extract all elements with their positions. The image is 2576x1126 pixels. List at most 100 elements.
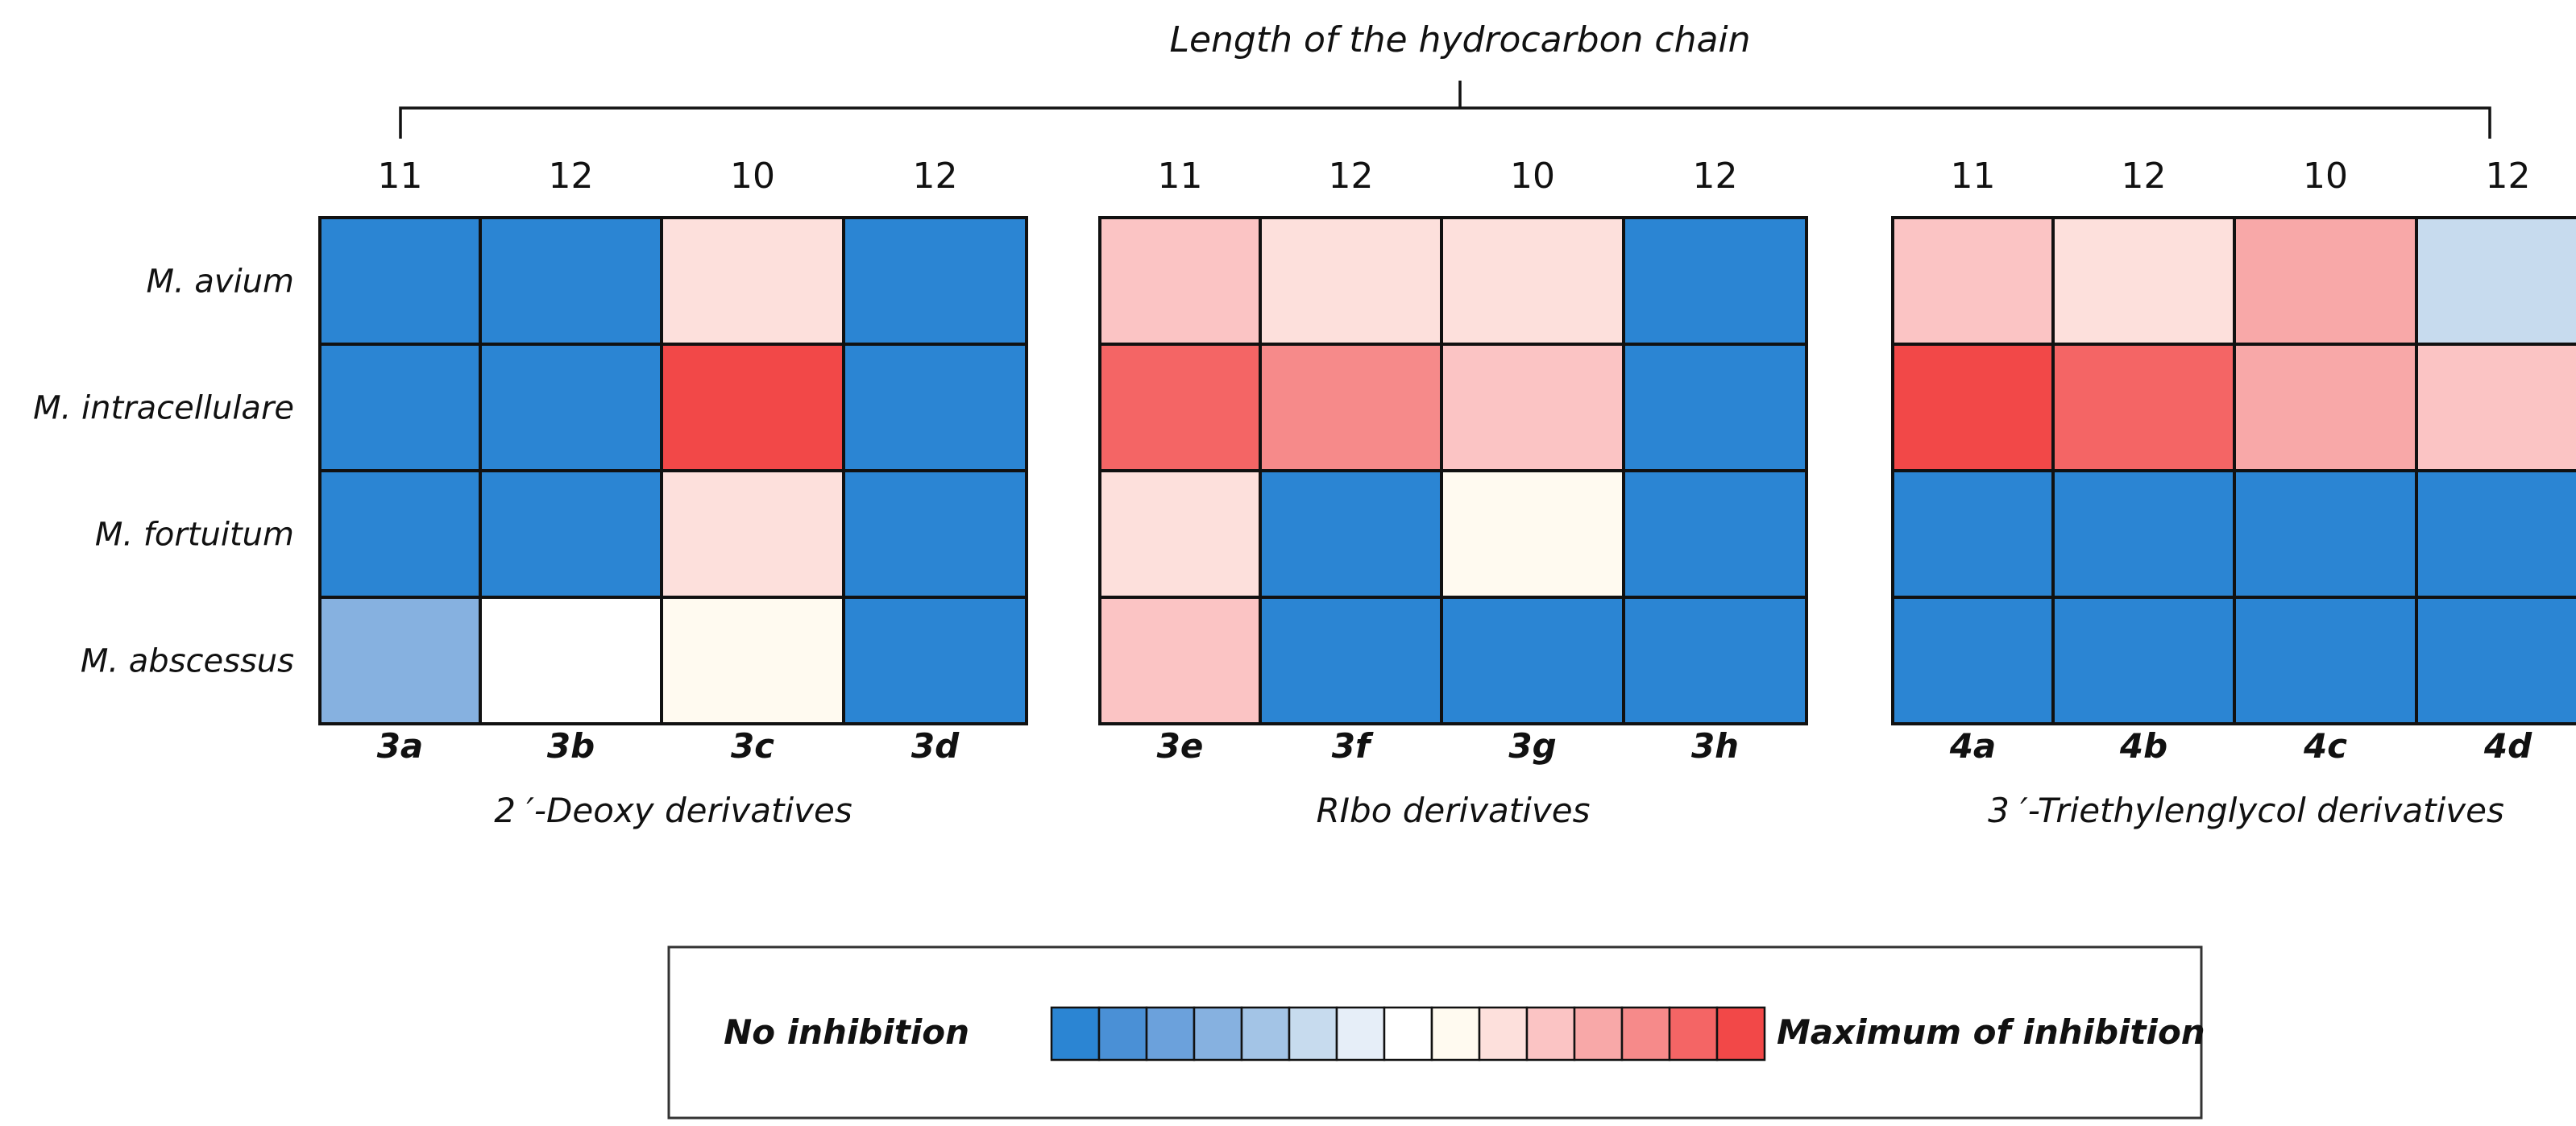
chain-length-tick: 12	[1329, 156, 1374, 197]
heatmap-cell	[1622, 343, 1808, 472]
compound-label: 4d	[2483, 726, 2532, 766]
panel-border	[1891, 216, 2576, 725]
compound-label: 4b	[2119, 726, 2167, 766]
heatmap-cell	[842, 596, 1028, 725]
heatmap-cell	[2233, 596, 2418, 725]
legend-swatch	[1478, 1006, 1529, 1062]
compound-label: 4c	[2303, 726, 2347, 766]
heatmap-cell	[842, 469, 1028, 599]
chain-length-tick: 11	[378, 156, 423, 197]
heatmap-cell	[2415, 596, 2576, 725]
compound-label: 3h	[1691, 726, 1739, 766]
panel-group: 11 12 10 12 3e 3f 3g 3h RIbo derivatives	[1098, 156, 1808, 830]
legend-swatch	[1668, 1006, 1719, 1062]
row-label: M. abscessus	[81, 643, 294, 680]
heatmap-cell	[660, 596, 845, 725]
heatmap-cell	[479, 596, 663, 725]
row-label: M. avium	[146, 264, 294, 301]
heatmap-cell	[1259, 596, 1443, 725]
legend-swatch	[1145, 1006, 1196, 1062]
heatmap-cell	[1622, 469, 1808, 599]
chain-length-tick: 12	[913, 156, 958, 197]
legend-swatch	[1050, 1006, 1101, 1062]
heatmap-cell	[2051, 216, 2236, 346]
row-label: M. fortuitum	[95, 517, 294, 554]
legend-swatch	[1430, 1006, 1481, 1062]
heatmap-cell	[1891, 216, 2055, 346]
heatmap-cell	[660, 343, 845, 472]
heatmap-cell	[1259, 216, 1443, 346]
heatmap-cell	[318, 343, 482, 472]
panel-border	[1098, 216, 1808, 725]
compound-label: 3f	[1332, 726, 1374, 766]
heatmap-cell	[1440, 343, 1625, 472]
compound-label: 3c	[731, 726, 774, 766]
heatmap-cell	[2233, 216, 2418, 346]
group-label: 2 ′-Deoxy derivatives	[494, 791, 852, 830]
heatmap-cell	[479, 216, 663, 346]
heatmap-cell	[2233, 469, 2418, 599]
compound-label: 3b	[547, 726, 595, 766]
heatmap-cell	[1440, 216, 1625, 346]
color-legend: No inhibition Maximum of inhibition	[667, 945, 2205, 1120]
heatmap-cell	[1622, 596, 1808, 725]
panel-group: 11 12 10 12 3a 3b 3c 3d 2 ′-Deoxy derivatives	[318, 156, 1028, 830]
chain-length-tick: 12	[2486, 156, 2531, 197]
legend-swatches	[1050, 1006, 1766, 1062]
heatmap-cell	[318, 469, 482, 599]
heatmap-cell	[1891, 343, 2055, 472]
heatmap-cell	[479, 343, 663, 472]
legend-swatch	[1620, 1006, 1671, 1062]
chain-length-tick: 11	[1158, 156, 1203, 197]
chain-length-tick: 10	[1510, 156, 1555, 197]
heatmap-cell	[1440, 596, 1625, 725]
chain-length-tick: 12	[1693, 156, 1738, 197]
legend-swatch	[1335, 1006, 1386, 1062]
chain-length-tick: 12	[549, 156, 594, 197]
heatmap-cell	[1098, 216, 1262, 346]
row-label: M. intracellulare	[33, 390, 294, 427]
panel-border	[318, 216, 1028, 725]
chain-length-tick: 11	[1951, 156, 1996, 197]
heatmap-cell	[1098, 469, 1262, 599]
compound-label: 3d	[911, 726, 960, 766]
group-label: 3 ′-Triethylenglycol derivatives	[1988, 791, 2504, 830]
heatmap-cell	[1622, 216, 1808, 346]
heatmap-cell	[2415, 343, 2576, 472]
legend-swatch	[1193, 1006, 1243, 1062]
chain-length-tick: 12	[2122, 156, 2167, 197]
compound-label: 3e	[1157, 726, 1204, 766]
chart-title: Length of the hydrocarbon chain	[1169, 19, 1750, 60]
heatmap-cell	[842, 343, 1028, 472]
chain-length-tick: 10	[2303, 156, 2348, 197]
heatmap-cell	[318, 596, 482, 725]
heatmap-cell	[479, 469, 663, 599]
heatmap-cell	[2233, 343, 2418, 472]
row-labels: M. avium M. intracellulare M. fortuitum M. …	[33, 264, 294, 680]
heatmap-cell	[842, 216, 1028, 346]
legend-min-label: No inhibition	[724, 1012, 969, 1052]
heatmap-cell	[660, 216, 845, 346]
heatmap-cell	[1098, 343, 1262, 472]
heatmap-cell	[1259, 343, 1443, 472]
legend-swatch	[1240, 1006, 1291, 1062]
legend-swatch	[1715, 1006, 1766, 1062]
heatmap-cell	[660, 469, 845, 599]
legend-swatch	[1383, 1006, 1433, 1062]
group-label: RIbo derivatives	[1316, 791, 1590, 830]
heatmap-cell	[2051, 343, 2236, 472]
heatmap-cell	[318, 216, 482, 346]
chain-length-tick: 10	[730, 156, 775, 197]
compound-label: 3g	[1508, 726, 1556, 766]
compound-label: 4a	[1949, 726, 1997, 766]
panel-group: 11 12 10 12 4a 4b 4c 4d 3 ′-Triethylenglycol der…	[1891, 156, 2576, 830]
legend-frame	[667, 945, 2203, 1120]
heatmap-cell	[1440, 469, 1625, 599]
heatmap-cell	[2415, 216, 2576, 346]
legend-swatch	[1288, 1006, 1338, 1062]
legend-swatch	[1525, 1006, 1576, 1062]
heatmap-cell	[1259, 469, 1443, 599]
heatmap-cell	[2051, 469, 2236, 599]
